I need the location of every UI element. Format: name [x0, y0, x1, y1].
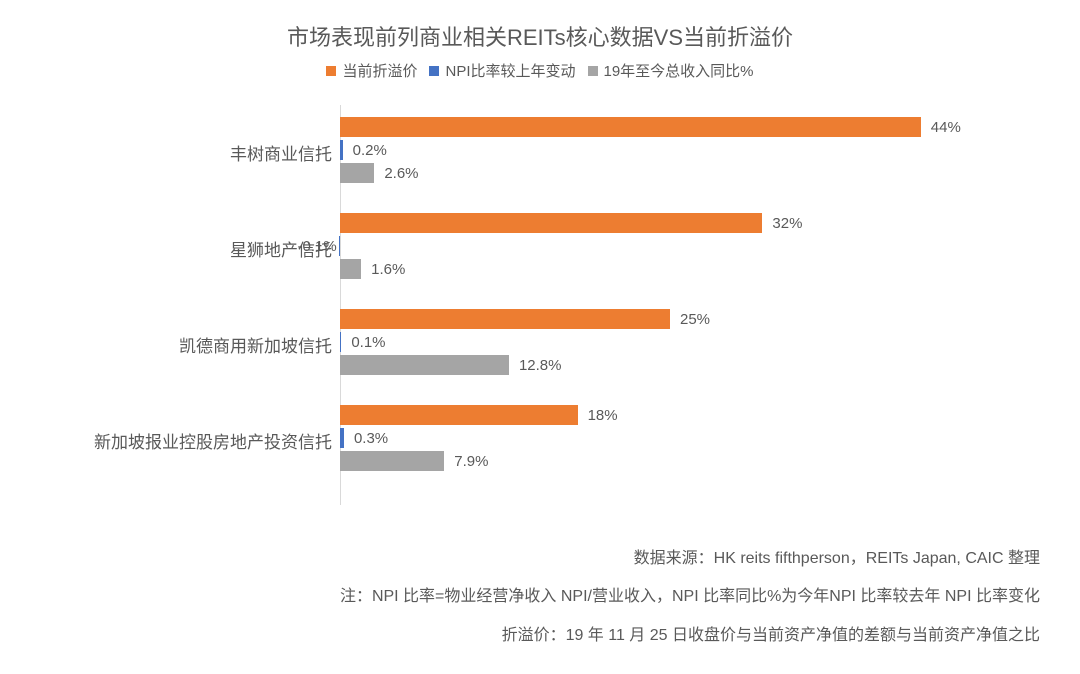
- bar: [340, 405, 578, 425]
- bar: [340, 451, 444, 471]
- legend-item: 19年至今总收入同比%: [588, 60, 754, 81]
- category-group: 星狮地产信托32%-0.1%1.6%: [340, 213, 1000, 279]
- footer-line: 注：NPI 比率=物业经营净收入 NPI/营业收入，NPI 比率同比%为今年NP…: [340, 578, 1040, 616]
- category-label: 新加坡报业控股房地产投资信托: [94, 428, 340, 453]
- bar: [340, 140, 343, 160]
- bar: [340, 117, 921, 137]
- legend-swatch: [588, 66, 598, 76]
- plot-area: 丰树商业信托44%0.2%2.6%星狮地产信托32%-0.1%1.6%凯德商用新…: [340, 105, 1000, 505]
- category-group: 凯德商用新加坡信托25%0.1%12.8%: [340, 309, 1000, 375]
- bar: [340, 259, 361, 279]
- footer-line: 数据来源：HK reits fifthperson，REITs Japan, C…: [340, 540, 1040, 578]
- legend-label: 当前折溢价: [342, 60, 417, 81]
- bar: [339, 236, 340, 256]
- footer-notes: 数据来源：HK reits fifthperson，REITs Japan, C…: [340, 540, 1040, 655]
- value-label: 32%: [772, 215, 802, 232]
- value-label: 7.9%: [454, 453, 488, 470]
- bar: [340, 332, 341, 352]
- legend-label: 19年至今总收入同比%: [604, 60, 754, 81]
- value-label: 1.6%: [371, 261, 405, 278]
- value-label: 12.8%: [519, 357, 562, 374]
- bar: [340, 309, 670, 329]
- bar: [340, 355, 509, 375]
- value-label: 25%: [680, 311, 710, 328]
- category-group: 新加坡报业控股房地产投资信托18%0.3%7.9%: [340, 405, 1000, 471]
- bar: [340, 213, 762, 233]
- category-label: 凯德商用新加坡信托: [179, 332, 340, 357]
- chart-title: 市场表现前列商业相关REITs核心数据VS当前折溢价: [0, 20, 1080, 52]
- legend-label: NPI比率较上年变动: [445, 60, 575, 81]
- value-label: 2.6%: [384, 165, 418, 182]
- legend-swatch: [326, 66, 336, 76]
- value-label: 0.2%: [353, 142, 387, 159]
- value-label: 44%: [931, 119, 961, 136]
- value-label: 0.1%: [351, 334, 385, 351]
- value-label: -0.1%: [298, 238, 337, 255]
- value-label: 18%: [588, 407, 618, 424]
- value-label: 0.3%: [354, 430, 388, 447]
- bar: [340, 428, 344, 448]
- bar: [340, 163, 374, 183]
- chart-container: 市场表现前列商业相关REITs核心数据VS当前折溢价 当前折溢价 NPI比率较上年…: [0, 0, 1080, 674]
- category-group: 丰树商业信托44%0.2%2.6%: [340, 117, 1000, 183]
- legend: 当前折溢价 NPI比率较上年变动 19年至今总收入同比%: [0, 60, 1080, 81]
- category-label: 丰树商业信托: [230, 140, 340, 165]
- footer-line: 折溢价：19 年 11 月 25 日收盘价与当前资产净值的差额与当前资产净值之比: [340, 617, 1040, 655]
- legend-item: NPI比率较上年变动: [429, 60, 575, 81]
- legend-swatch: [429, 66, 439, 76]
- legend-item: 当前折溢价: [326, 60, 417, 81]
